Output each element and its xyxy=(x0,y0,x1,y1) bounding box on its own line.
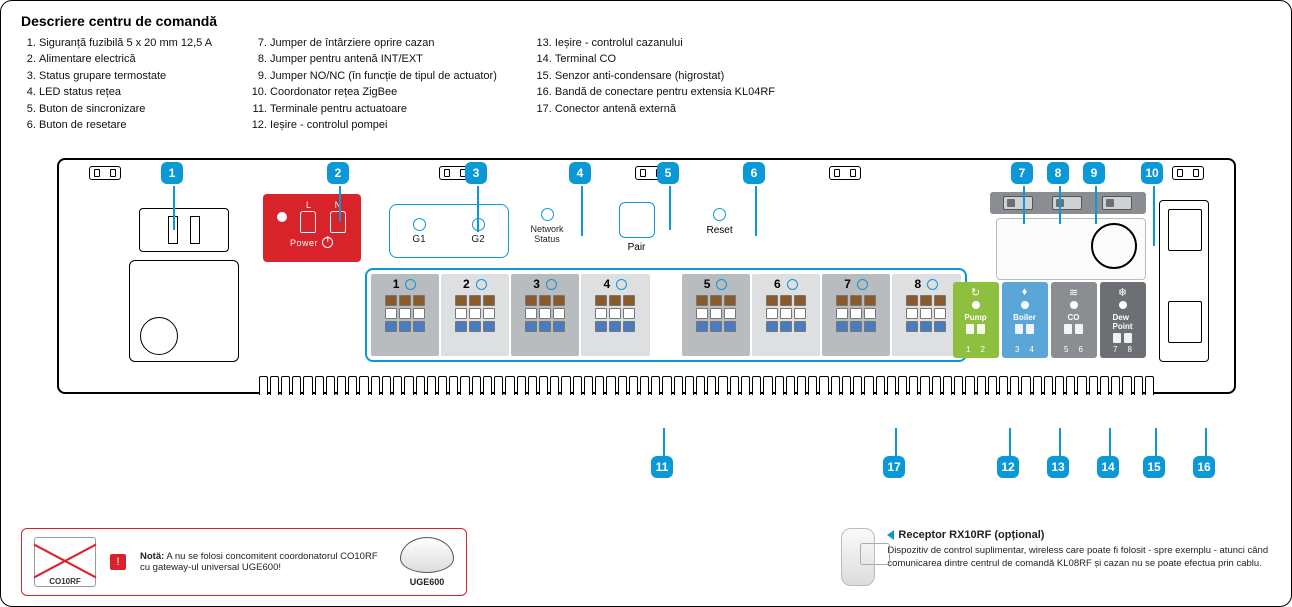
jumper-delay[interactable] xyxy=(1003,196,1033,210)
out-pump: ↻Pump12 xyxy=(953,282,999,358)
g2-label: G2 xyxy=(471,234,484,245)
note-box: CO10RF ! Notă: A nu se folosi concomiten… xyxy=(21,528,467,596)
power-label: Power xyxy=(290,238,318,248)
group-status: G1 G2 xyxy=(389,204,509,258)
out-co: ≋CO56 xyxy=(1051,282,1097,358)
callout-6: 6 xyxy=(743,162,765,184)
zone-3: 3 xyxy=(511,274,579,356)
col3: Ieșire - controlul cazanuluiTerminal COS… xyxy=(537,35,775,134)
rx10rf-block: Receptor RX10RF (opțional) Dispozitiv de… xyxy=(841,528,1271,586)
zone-1: 1 xyxy=(371,274,439,356)
output-blocks: ↻Pump12♦Boiler34≋CO56❄DewPoint78 xyxy=(953,282,1146,358)
fuse-holder xyxy=(139,208,229,252)
callout-13: 13 xyxy=(1047,456,1069,478)
callout-3: 3 xyxy=(465,162,487,184)
title: Descriere centru de comandă xyxy=(21,13,1271,29)
side-block xyxy=(129,260,239,362)
callout-10: 10 xyxy=(1141,162,1163,184)
screw xyxy=(89,166,121,180)
callout-8: 8 xyxy=(1047,162,1069,184)
label-L: L xyxy=(306,200,311,210)
jumper-nonc[interactable] xyxy=(1102,196,1132,210)
device-wrap: 1234567891011121314151617 L N Power G1 G… xyxy=(21,158,1271,394)
callout-4: 4 xyxy=(569,162,591,184)
netstat-label: Network Status xyxy=(531,225,564,245)
callout-16: 16 xyxy=(1193,456,1215,478)
callout-11: 11 xyxy=(651,456,673,478)
reset: Reset xyxy=(707,208,733,236)
warn-icon: ! xyxy=(110,554,126,570)
rx-title: Receptor RX10RF (opțional) xyxy=(898,528,1044,542)
out-dew-point: ❄DewPoint78 xyxy=(1100,282,1146,358)
pair-label: Pair xyxy=(628,242,646,253)
callout-5: 5 xyxy=(657,162,679,184)
callout-15: 15 xyxy=(1143,456,1165,478)
zone-2: 2 xyxy=(441,274,509,356)
zone-5: 5 xyxy=(682,274,750,356)
note-label: Notă: xyxy=(140,551,164,562)
pair-button[interactable] xyxy=(619,202,655,238)
netstat-led xyxy=(541,208,554,221)
power-block: L N Power xyxy=(263,194,361,262)
bottom-terminals xyxy=(259,376,1154,394)
screw xyxy=(829,166,861,180)
jumper-antenna[interactable] xyxy=(1052,196,1082,210)
extension-strip xyxy=(1159,200,1209,362)
g1-label: G1 xyxy=(412,234,425,245)
col2: Jumper de întârziere oprire cazanJumper … xyxy=(252,35,497,134)
zone-8: 8 xyxy=(892,274,960,356)
terminal-L xyxy=(300,211,316,233)
power-icon xyxy=(322,237,333,248)
zone-7: 7 xyxy=(822,274,890,356)
screw xyxy=(1172,166,1204,180)
power-led xyxy=(277,212,287,222)
zone-6: 6 xyxy=(752,274,820,356)
callout-12: 12 xyxy=(997,456,1019,478)
network-status: Network Status xyxy=(531,208,564,245)
out-boiler: ♦Boiler34 xyxy=(1002,282,1048,358)
g1-led xyxy=(413,218,426,231)
callout-7: 7 xyxy=(1011,162,1033,184)
reset-label: Reset xyxy=(707,225,733,236)
callout-9: 9 xyxy=(1083,162,1105,184)
jumpers xyxy=(990,192,1146,214)
zone-4: 4 xyxy=(581,274,649,356)
footer: CO10RF ! Notă: A nu se folosi concomiten… xyxy=(21,528,1271,596)
note-text: A nu se folosi concomitent coordonatorul… xyxy=(140,551,378,573)
callout-14: 14 xyxy=(1097,456,1119,478)
zigbee-coordinator xyxy=(996,218,1146,280)
uge600: UGE600 xyxy=(400,537,454,587)
reset-button[interactable] xyxy=(713,208,726,221)
rx-text: Dispozitiv de control suplimentar, wirel… xyxy=(887,545,1271,570)
pair: Pair xyxy=(619,202,655,253)
actuator-zones: 12345678 xyxy=(365,268,967,362)
callout-2: 2 xyxy=(327,162,349,184)
rx10rf-image xyxy=(841,528,875,586)
callout-1: 1 xyxy=(161,162,183,184)
terminal-N xyxy=(330,211,346,233)
callout-17: 17 xyxy=(883,456,905,478)
co10rf-crossed: CO10RF xyxy=(34,537,96,587)
description-columns: Siguranță fuzibilă 5 x 20 mm 12,5 AAlime… xyxy=(21,35,1271,134)
col1: Siguranță fuzibilă 5 x 20 mm 12,5 AAlime… xyxy=(21,35,212,134)
page: Descriere centru de comandă Siguranță fu… xyxy=(0,0,1292,607)
triangle-icon xyxy=(887,530,894,540)
